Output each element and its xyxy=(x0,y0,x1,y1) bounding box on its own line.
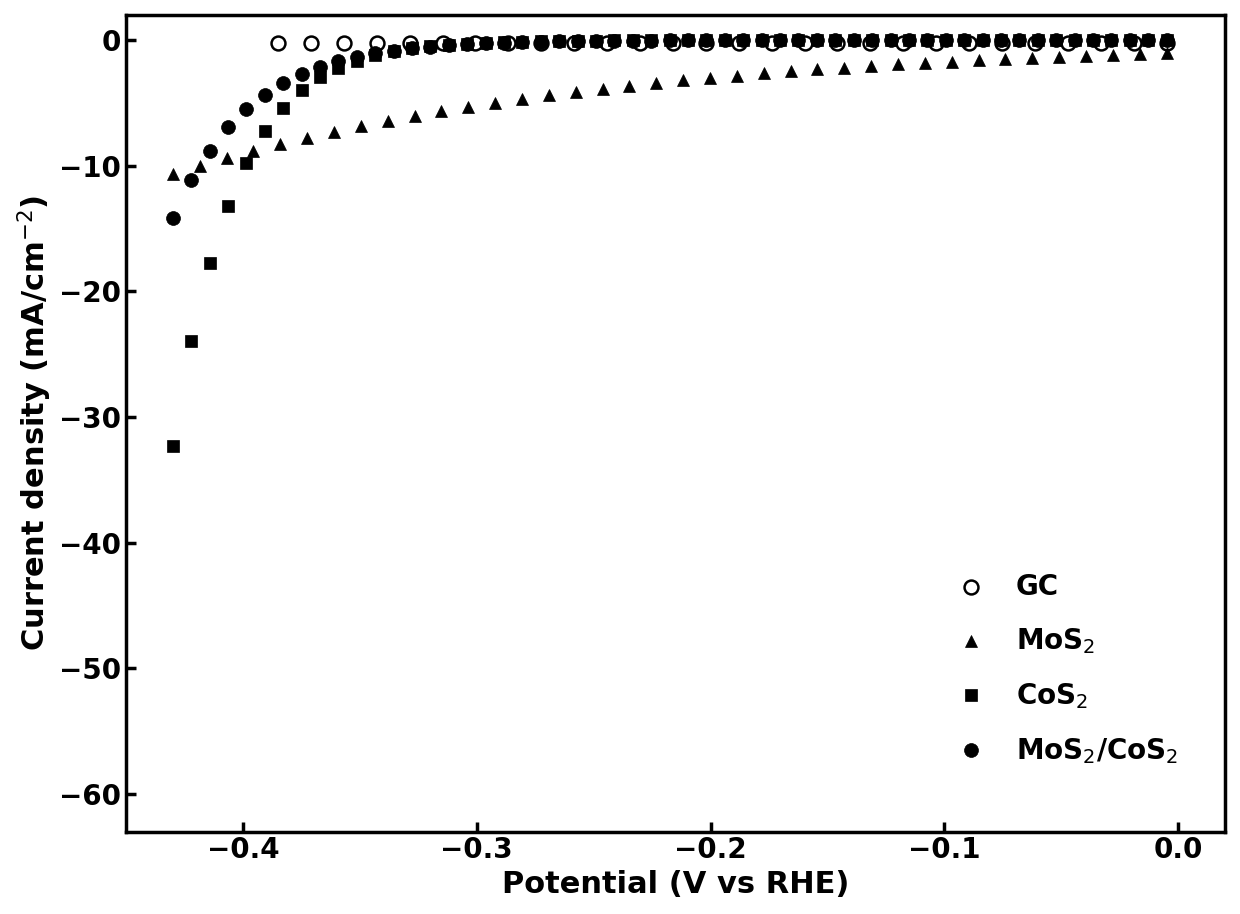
Y-axis label: Current density (mA/cm$^{-2}$): Current density (mA/cm$^{-2}$) xyxy=(15,196,53,652)
MoS$_2$ xyxy=(998,54,1013,65)
GC xyxy=(830,37,844,48)
GC xyxy=(501,37,516,48)
MoS$_2$ xyxy=(219,153,234,164)
MoS$_2$ xyxy=(1159,48,1174,58)
GC xyxy=(467,37,482,48)
MoS$_2$ xyxy=(542,90,557,101)
GC xyxy=(895,37,910,48)
MoS$_2$ xyxy=(756,68,771,79)
GC xyxy=(336,37,351,48)
MoS$_2$ xyxy=(326,126,341,137)
CoS$_2$ xyxy=(533,36,548,47)
Legend: GC, MoS$_2$, CoS$_2$, MoS$_2$/CoS$_2$: GC, MoS$_2$, CoS$_2$, MoS$_2$/CoS$_2$ xyxy=(934,561,1190,778)
MoS$_2$/CoS$_2$ xyxy=(404,43,419,54)
MoS$_2$ xyxy=(407,111,422,122)
MoS$_2$ xyxy=(784,66,799,77)
GC xyxy=(797,37,812,48)
GC xyxy=(534,37,549,48)
MoS$_2$ xyxy=(353,121,368,132)
MoS$_2$ xyxy=(810,64,825,75)
CoS$_2$ xyxy=(1049,35,1064,46)
GC xyxy=(929,37,944,48)
GC xyxy=(962,37,977,48)
MoS$_2$ xyxy=(837,62,852,73)
GC xyxy=(732,37,746,48)
GC xyxy=(435,37,450,48)
GC xyxy=(1094,37,1109,48)
MoS$_2$ xyxy=(890,58,905,69)
GC xyxy=(698,37,713,48)
MoS$_2$ xyxy=(1105,49,1120,60)
Line: MoS$_2$: MoS$_2$ xyxy=(166,47,1173,180)
MoS$_2$/CoS$_2$ xyxy=(1141,35,1156,46)
GC xyxy=(764,37,779,48)
MoS$_2$ xyxy=(461,101,476,112)
MoS$_2$ xyxy=(246,145,260,156)
GC xyxy=(1028,37,1043,48)
MoS$_2$ xyxy=(381,115,396,126)
GC xyxy=(1126,37,1141,48)
Line: GC: GC xyxy=(272,37,1173,50)
MoS$_2$ xyxy=(568,87,583,98)
MoS$_2$ xyxy=(487,97,502,108)
CoS$_2$ xyxy=(1159,35,1174,46)
MoS$_2$/CoS$_2$ xyxy=(1159,35,1174,46)
GC xyxy=(666,37,681,48)
MoS$_2$ xyxy=(1024,52,1039,63)
MoS$_2$ xyxy=(971,55,986,66)
Line: MoS$_2$/CoS$_2$: MoS$_2$/CoS$_2$ xyxy=(166,33,1173,225)
MoS$_2$/CoS$_2$ xyxy=(350,51,365,62)
MoS$_2$ xyxy=(1052,51,1066,62)
GC xyxy=(370,37,384,48)
CoS$_2$ xyxy=(350,55,365,66)
MoS$_2$ xyxy=(729,70,744,81)
MoS$_2$ xyxy=(944,56,959,67)
GC xyxy=(994,37,1009,48)
MoS$_2$ xyxy=(192,160,207,171)
MoS$_2$ xyxy=(703,72,718,83)
Line: CoS$_2$: CoS$_2$ xyxy=(167,35,1172,452)
GC xyxy=(600,37,615,48)
MoS$_2$ xyxy=(165,168,180,179)
MoS$_2$ xyxy=(434,106,449,117)
CoS$_2$ xyxy=(275,102,290,113)
GC xyxy=(863,37,878,48)
CoS$_2$ xyxy=(404,43,419,54)
MoS$_2$ xyxy=(1132,48,1147,59)
GC xyxy=(1159,37,1174,48)
GC xyxy=(1060,37,1075,48)
MoS$_2$ xyxy=(515,93,529,104)
MoS$_2$/CoS$_2$ xyxy=(165,212,180,223)
MoS$_2$ xyxy=(1079,50,1094,61)
MoS$_2$ xyxy=(273,139,288,150)
GC xyxy=(304,37,319,48)
CoS$_2$ xyxy=(1141,35,1156,46)
MoS$_2$ xyxy=(676,75,691,86)
X-axis label: Potential (V vs RHE): Potential (V vs RHE) xyxy=(502,870,849,899)
MoS$_2$ xyxy=(622,80,637,91)
MoS$_2$/CoS$_2$ xyxy=(275,78,290,89)
CoS$_2$ xyxy=(165,441,180,452)
GC xyxy=(632,37,647,48)
GC xyxy=(567,37,582,48)
MoS$_2$ xyxy=(864,60,879,71)
MoS$_2$/CoS$_2$ xyxy=(533,37,548,48)
MoS$_2$/CoS$_2$ xyxy=(1049,35,1064,46)
GC xyxy=(270,37,285,48)
MoS$_2$ xyxy=(595,83,610,94)
GC xyxy=(402,37,417,48)
MoS$_2$ xyxy=(649,78,663,89)
MoS$_2$ xyxy=(300,133,315,143)
MoS$_2$ xyxy=(918,58,932,69)
